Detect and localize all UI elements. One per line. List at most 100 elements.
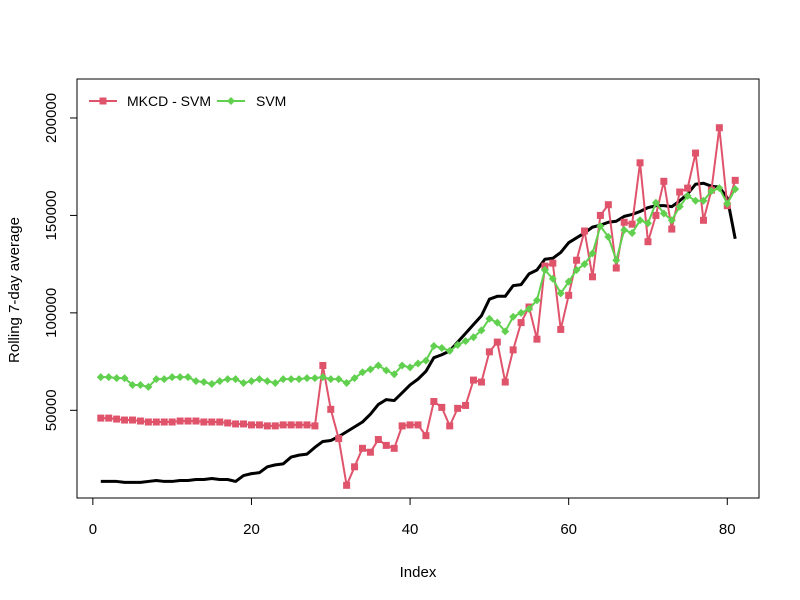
data-point: [676, 188, 684, 196]
data-point: [636, 159, 644, 167]
data-point: [342, 379, 351, 388]
plot-frame: [76, 78, 760, 499]
data-point: [429, 341, 438, 350]
data-point: [398, 361, 407, 370]
data-point: [287, 375, 296, 384]
y-tick-label: 100000: [43, 288, 60, 338]
data-point: [470, 376, 478, 384]
data-point: [604, 232, 613, 241]
data-point: [596, 222, 605, 231]
data-point: [684, 184, 692, 192]
data-point: [612, 264, 620, 272]
data-point: [659, 209, 668, 218]
data-point: [208, 418, 216, 426]
series-black-line: [100, 181, 737, 484]
data-point: [231, 375, 240, 384]
data-point: [651, 198, 660, 207]
data-point: [501, 327, 510, 336]
data-point: [731, 185, 740, 194]
data-point: [279, 421, 287, 429]
data-point: [532, 296, 541, 305]
data-point: [557, 325, 565, 333]
data-point: [136, 417, 144, 425]
data-point: [477, 378, 485, 386]
data-point: [112, 374, 121, 383]
data-point: [247, 377, 256, 386]
data-point: [121, 416, 129, 424]
data-point: [168, 418, 176, 426]
series-layer: [96, 124, 740, 489]
data-point: [446, 422, 454, 430]
data-point: [113, 415, 121, 423]
data-point: [445, 346, 454, 355]
data-point: [667, 216, 676, 225]
data-point: [97, 414, 105, 422]
legend-label: SVM: [256, 93, 286, 109]
data-point: [556, 289, 565, 298]
x-tick-label: 60: [560, 521, 577, 538]
data-point: [485, 314, 494, 323]
data-point: [105, 414, 113, 422]
data-point: [461, 337, 470, 346]
data-point: [279, 375, 288, 384]
y-tick-label: 200000: [43, 93, 60, 143]
data-point: [549, 259, 557, 267]
data-point: [152, 418, 160, 426]
data-point: [636, 216, 645, 225]
data-point: [390, 370, 399, 379]
data-point: [588, 273, 596, 281]
data-point: [104, 373, 113, 382]
data-point: [643, 219, 652, 228]
data-point: [517, 308, 526, 317]
data-point: [160, 375, 169, 384]
data-point: [509, 312, 518, 321]
data-point: [652, 211, 660, 219]
data-point: [692, 149, 700, 157]
data-point: [382, 441, 390, 449]
data-point: [334, 375, 343, 384]
data-point: [200, 418, 208, 426]
data-point: [533, 335, 541, 343]
data-point: [668, 225, 676, 233]
data-point: [302, 374, 311, 383]
y-axis-label: Rolling 7-day average: [6, 217, 23, 363]
data-point: [414, 421, 422, 429]
data-point: [295, 421, 303, 429]
data-point: [310, 374, 319, 383]
data-point: [540, 265, 549, 274]
data-point: [462, 401, 470, 409]
data-point: [326, 375, 335, 384]
data-point: [120, 374, 129, 383]
data-point: [620, 218, 628, 226]
data-point: [437, 343, 446, 352]
data-point: [358, 444, 366, 452]
data-point: [239, 379, 248, 388]
data-point: [573, 256, 581, 264]
data-point: [699, 216, 707, 224]
data-point: [628, 228, 637, 237]
data-point: [422, 432, 430, 440]
data-point: [335, 435, 343, 443]
data-point: [176, 417, 184, 425]
legend-label: MKCD - SVM: [127, 93, 211, 109]
data-point: [564, 277, 573, 286]
data-point: [192, 417, 200, 425]
data-point: [414, 359, 422, 368]
x-tick-label: 20: [243, 521, 260, 538]
data-point: [295, 375, 304, 384]
x-tick-label: 0: [89, 521, 97, 538]
data-point: [351, 463, 359, 471]
data-point: [406, 363, 415, 372]
data-point: [263, 422, 271, 430]
data-point: [96, 373, 105, 382]
data-point: [374, 361, 383, 370]
data-point: [406, 421, 414, 429]
data-point: [311, 422, 319, 430]
data-point: [382, 366, 391, 375]
legend-entry: MKCD - SVM: [89, 93, 211, 109]
series-line: [100, 126, 737, 487]
data-point: [660, 177, 668, 185]
x-axis-label: Index: [400, 564, 437, 581]
data-point: [343, 481, 351, 489]
